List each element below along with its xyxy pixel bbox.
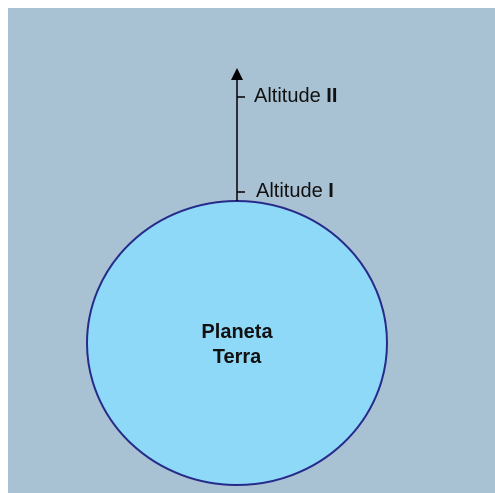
planet-label: Terra bbox=[213, 346, 262, 368]
altitude-numeral: I bbox=[328, 180, 334, 202]
altitude-word: Altitude bbox=[256, 180, 323, 202]
arrow-head bbox=[231, 68, 243, 80]
altitude-word: Altitude bbox=[254, 85, 321, 107]
planet bbox=[86, 200, 388, 486]
altitude-label: Altitude I bbox=[256, 180, 334, 202]
altitude-label: Altitude II bbox=[254, 85, 337, 107]
altitude-numeral: II bbox=[326, 85, 337, 107]
planet-label: Planeta bbox=[201, 321, 273, 343]
